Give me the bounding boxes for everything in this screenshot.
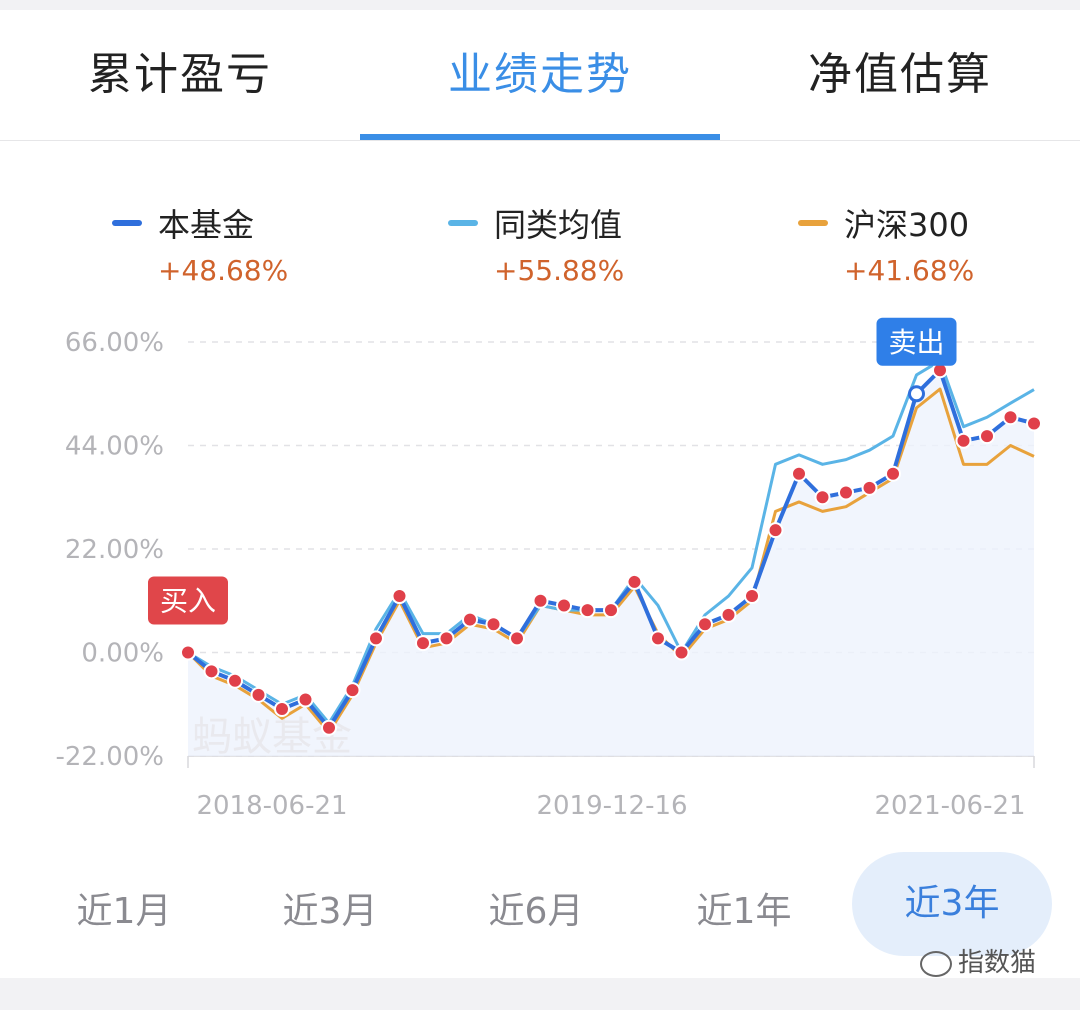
holding-dot xyxy=(603,602,619,619)
holding-dot xyxy=(415,635,431,652)
fund-area-fill xyxy=(188,370,1034,756)
holding-dot xyxy=(203,663,220,680)
holding-dot xyxy=(532,592,549,609)
holding-dot xyxy=(180,644,196,661)
legend-swatch-fund xyxy=(112,220,142,226)
legend-change-peer-avg: +55.88% xyxy=(494,254,625,287)
holding-dot xyxy=(321,719,337,736)
legend-change-fund: +48.68% xyxy=(158,254,289,287)
range-1-year[interactable]: 近1年 xyxy=(696,891,792,932)
y-tick-label: 0.00% xyxy=(81,639,164,669)
active-tab-indicator xyxy=(360,134,720,140)
tab-performance-trend[interactable]: 业绩走势 xyxy=(448,49,632,100)
holding-dot xyxy=(368,630,384,647)
range-3-years[interactable]: 近3年 xyxy=(852,852,1052,956)
holding-dot xyxy=(485,616,502,633)
range-6-months[interactable]: 近6月 xyxy=(488,891,584,932)
sell-point xyxy=(908,385,925,403)
holding-dot xyxy=(885,465,901,482)
holding-dot xyxy=(767,522,784,539)
holding-dot xyxy=(838,484,854,501)
holding-dot xyxy=(955,432,972,449)
holding-dot xyxy=(720,606,737,623)
holding-dot xyxy=(274,700,290,717)
fund-card: 累计盈亏 业绩走势 净值估算 本基金 +48.68% 同类均值 +55.88% … xyxy=(0,10,1080,978)
x-tick-label: 2021-06-21 xyxy=(874,791,1025,821)
holding-dot xyxy=(979,428,995,445)
holding-dot xyxy=(861,479,878,496)
wechat-icon xyxy=(920,950,952,977)
holding-dot xyxy=(1002,409,1019,426)
holding-dot xyxy=(227,672,243,689)
performance-chart[interactable]: 66.00% 44.00% 22.00% 0.00% -22.00% 2018-06-21… xyxy=(0,310,1080,830)
legend-swatch-csi300 xyxy=(798,220,828,226)
tab-cumulative-pnl[interactable]: 累计盈亏 xyxy=(88,49,272,100)
holding-dot xyxy=(556,597,572,614)
x-tick-label: 2018-06-21 xyxy=(196,791,347,821)
brand-text: 指数猫 xyxy=(958,948,1037,978)
holding-dot xyxy=(391,588,408,605)
legend-swatch-peer-avg xyxy=(448,220,478,226)
time-range-selector: 近1月 近3月 近6月 近1年 近3年 xyxy=(0,852,1080,962)
holding-dot xyxy=(438,630,455,647)
holding-dot xyxy=(344,682,361,699)
tab-bar: 累计盈亏 业绩走势 净值估算 xyxy=(0,10,1080,141)
holding-dot xyxy=(791,465,807,482)
legend-name-peer-avg: 同类均值 xyxy=(494,206,623,244)
holding-dot xyxy=(744,588,760,605)
holding-dot xyxy=(626,573,643,590)
y-tick-label: 66.00% xyxy=(65,328,164,358)
holding-dot xyxy=(250,686,267,703)
legend-name-csi300: 沪深300 xyxy=(844,206,970,244)
y-tick-label: 44.00% xyxy=(65,432,164,462)
holding-dot xyxy=(462,611,478,628)
holding-dot xyxy=(697,616,713,633)
holding-dot xyxy=(509,630,525,647)
legend-name-fund: 本基金 xyxy=(158,206,255,244)
holding-dot xyxy=(1026,415,1042,432)
holding-dot xyxy=(297,691,314,708)
buy-badge-label: 买入 xyxy=(160,585,216,618)
y-tick-label: -22.00% xyxy=(55,742,164,772)
sell-badge-label: 卖出 xyxy=(888,326,944,359)
buy-badge xyxy=(148,576,228,625)
holding-dot xyxy=(673,644,690,661)
x-tick-label: 2019-12-16 xyxy=(536,791,687,821)
sell-badge xyxy=(876,317,957,366)
holding-dot xyxy=(814,489,831,506)
range-3-months[interactable]: 近3月 xyxy=(282,891,378,932)
holding-dot xyxy=(650,630,666,647)
y-tick-label: 22.00% xyxy=(65,535,164,565)
holding-dot xyxy=(579,602,596,619)
brand-label: 指数猫 xyxy=(920,942,1036,979)
range-1-month[interactable]: 近1月 xyxy=(76,891,172,932)
legend-change-csi300: +41.68% xyxy=(844,254,975,287)
tab-nav-estimate[interactable]: 净值估算 xyxy=(808,49,992,100)
